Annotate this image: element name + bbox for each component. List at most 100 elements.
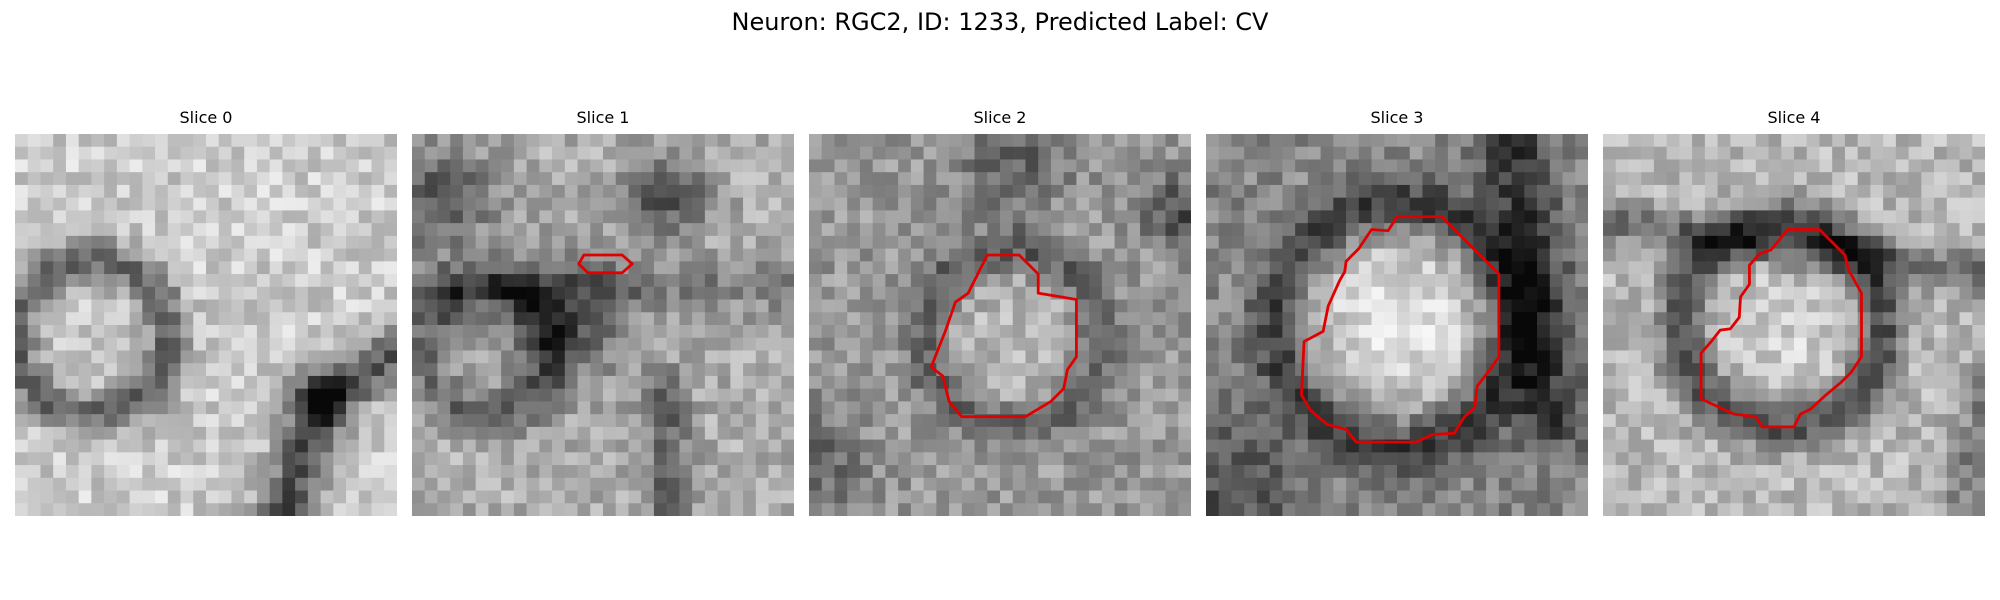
pixel-cell — [1537, 210, 1551, 224]
pixel-cell — [1692, 286, 1706, 300]
pixel-cell — [821, 134, 835, 148]
pixel-cell — [412, 184, 426, 199]
pixel-cell — [1486, 477, 1500, 491]
pixel-cell — [641, 223, 655, 237]
pixel-cell — [1384, 134, 1398, 148]
pixel-cell — [1653, 363, 1668, 377]
pixel-cell — [1870, 375, 1884, 390]
pixel-cell — [1755, 503, 1769, 516]
pixel-cell — [1908, 375, 1922, 390]
pixel-cell — [358, 363, 372, 377]
pixel-cell — [949, 414, 963, 428]
pixel-cell — [1435, 375, 1449, 390]
pixel-cell — [1819, 503, 1833, 516]
pixel-cell — [679, 159, 693, 173]
pixel-cell — [1127, 503, 1141, 516]
pixel-cell — [1743, 490, 1757, 504]
pixel-cell — [1755, 286, 1769, 300]
pixel-cell — [641, 172, 655, 186]
pixel-cell — [603, 490, 617, 504]
pixel-cell — [641, 261, 655, 275]
pixel-cell — [898, 248, 912, 262]
pixel-cell — [923, 452, 937, 466]
pixel-cell — [231, 337, 245, 351]
pixel-cell — [1050, 184, 1065, 199]
pixel-cell — [910, 452, 924, 466]
pixel-cell — [615, 299, 629, 313]
pixel-cell — [692, 146, 706, 160]
pixel-cell — [1768, 452, 1782, 466]
pixel-cell — [923, 210, 937, 224]
pixel-cell — [1435, 490, 1449, 504]
pixel-cell — [1704, 363, 1718, 377]
pixel-cell — [1524, 210, 1538, 224]
pixel-cell — [1768, 414, 1782, 428]
pixel-cell — [1537, 223, 1551, 237]
pixel-cell — [1730, 490, 1744, 504]
pixel-cell — [1486, 184, 1500, 199]
pixel-cell — [1295, 414, 1309, 428]
pixel-cell — [1295, 210, 1309, 224]
pixel-cell — [768, 426, 782, 440]
pixel-cell — [371, 134, 385, 148]
pixel-cell — [320, 235, 334, 249]
pixel-cell — [1946, 401, 1960, 415]
pixel-cell — [692, 197, 706, 211]
pixel-cell — [755, 490, 769, 504]
pixel-cell — [462, 286, 477, 300]
pixel-cell — [206, 337, 220, 351]
pixel-cell — [1127, 184, 1141, 199]
pixel-cell — [577, 235, 591, 249]
pixel-cell — [193, 401, 207, 415]
pixel-cell — [269, 426, 283, 440]
pixel-cell — [15, 350, 29, 364]
pixel-cell — [167, 452, 181, 466]
pixel-cell — [1537, 184, 1551, 199]
pixel-cell — [1012, 325, 1026, 339]
pixel-cell — [859, 248, 874, 262]
pixel-cell — [295, 223, 309, 237]
pixel-cell — [923, 375, 937, 390]
pixel-cell — [1076, 503, 1090, 516]
pixel-cell — [1537, 286, 1551, 300]
pixel-cell — [1653, 274, 1668, 288]
pixel-cell — [1206, 235, 1220, 249]
pixel-cell — [1333, 184, 1347, 199]
pixel-cell — [320, 261, 334, 275]
pixel-cell — [1063, 477, 1077, 491]
pixel-cell — [104, 350, 118, 364]
pixel-cell — [768, 235, 782, 249]
pixel-cell — [218, 426, 232, 440]
pixel-cell — [65, 452, 80, 466]
pixel-cell — [346, 350, 360, 364]
pixel-cell — [1575, 375, 1588, 390]
pixel-cell — [1972, 477, 1985, 491]
pixel-cell — [1806, 477, 1820, 491]
pixel-cell — [269, 172, 283, 186]
pixel-cell — [513, 325, 527, 339]
pixel-cell — [1140, 375, 1154, 390]
pixel-cell — [704, 490, 718, 504]
pixel-cell — [1498, 184, 1512, 199]
pixel-cell — [1320, 350, 1334, 364]
pixel-cell — [1781, 439, 1795, 453]
pixel-cell — [488, 172, 502, 186]
pixel-cell — [666, 299, 680, 313]
pixel-cell — [1857, 426, 1871, 440]
pixel-cell — [412, 477, 426, 491]
pixel-cell — [1615, 388, 1629, 402]
pixel-cell — [53, 452, 67, 466]
pixel-cell — [104, 235, 118, 249]
pixel-cell — [40, 286, 54, 300]
pixel-cell — [1358, 286, 1372, 300]
pixel-cell — [1844, 312, 1859, 326]
pixel-cell — [1768, 261, 1782, 275]
pixel-cell — [437, 261, 451, 275]
pixel-cell — [129, 286, 143, 300]
pixel-cell — [1152, 414, 1166, 428]
pixel-cell — [1244, 325, 1258, 339]
pixel-cell — [450, 452, 464, 466]
pixel-cell — [1333, 439, 1347, 453]
pixel-cell — [1857, 439, 1871, 453]
pixel-cell — [307, 350, 321, 364]
